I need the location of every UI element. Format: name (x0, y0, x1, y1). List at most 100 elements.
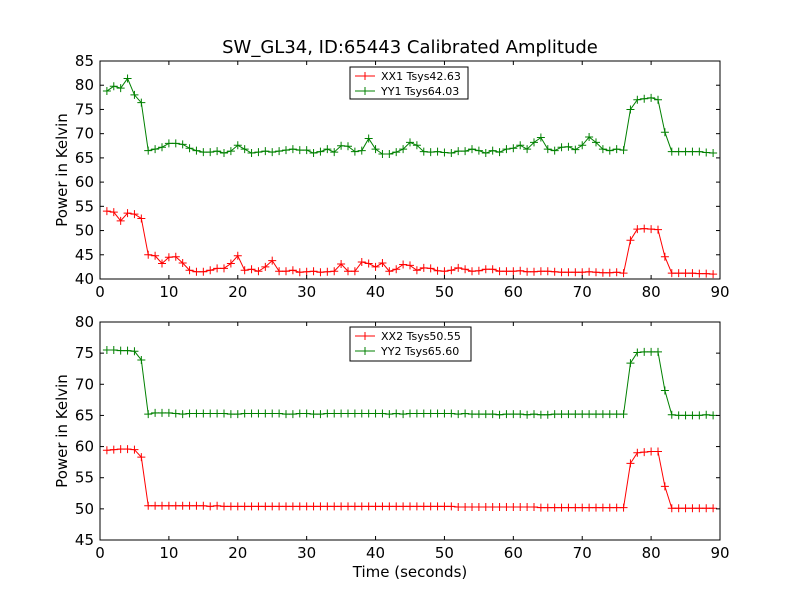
data-point (585, 133, 594, 142)
data-point (709, 270, 718, 279)
data-point (502, 410, 511, 419)
data-point (288, 410, 297, 419)
data-point (192, 146, 201, 155)
data-point (461, 265, 470, 274)
data-point (295, 268, 304, 277)
data-point (233, 410, 242, 419)
data-point (185, 144, 194, 153)
data-point (399, 260, 408, 269)
data-point (330, 148, 339, 157)
data-point (474, 502, 483, 511)
data-point (640, 94, 649, 103)
data-point (578, 141, 587, 150)
data-point (481, 265, 490, 274)
data-point (116, 445, 125, 454)
data-point (130, 445, 139, 454)
x-tick-label: 80 (642, 544, 661, 562)
data-point (275, 409, 284, 418)
data-point (288, 145, 297, 154)
data-point (578, 503, 587, 512)
x-tick-label: 60 (504, 283, 523, 301)
data-point (605, 268, 614, 277)
data-point (419, 502, 428, 511)
data-point (702, 410, 711, 419)
data-point (144, 250, 153, 259)
data-point (247, 502, 256, 511)
data-point (660, 128, 669, 137)
data-point (543, 410, 552, 419)
data-point (612, 145, 621, 154)
data-point (509, 502, 518, 511)
data-point (516, 502, 525, 511)
data-point (557, 143, 566, 152)
data-point (536, 267, 545, 276)
y-tick-label: 70 (75, 375, 94, 393)
data-point (598, 268, 607, 277)
data-point (357, 146, 366, 155)
data-point (516, 141, 525, 150)
data-point (509, 267, 518, 276)
data-point (474, 146, 483, 155)
data-point (247, 409, 256, 418)
data-point (295, 502, 304, 511)
data-point (564, 503, 573, 512)
x-tick-label: 70 (573, 283, 592, 301)
data-point (633, 448, 642, 457)
x-tick-label: 0 (95, 544, 105, 562)
data-point (233, 502, 242, 511)
data-point (178, 140, 187, 149)
data-point (516, 266, 525, 275)
data-point (364, 134, 373, 143)
data-point (495, 267, 504, 276)
data-point (440, 502, 449, 511)
data-point (137, 355, 146, 364)
y-tick-label: 50 (75, 500, 94, 518)
data-point (592, 138, 600, 147)
data-point (654, 95, 662, 104)
data-point (309, 267, 318, 276)
data-point (116, 216, 125, 225)
data-point (220, 502, 228, 511)
data-point (364, 502, 373, 511)
data-point (213, 409, 222, 418)
data-point (254, 148, 263, 157)
data-point (102, 446, 111, 455)
data-point (481, 149, 490, 158)
x-tick-label: 70 (573, 544, 592, 562)
data-point (344, 502, 352, 511)
data-point (288, 266, 297, 275)
data-point (654, 347, 662, 356)
y-tick-label: 60 (75, 438, 94, 456)
data-point (295, 409, 304, 418)
data-point (412, 141, 421, 150)
data-point (543, 267, 552, 276)
data-point (316, 410, 325, 419)
data-point (440, 148, 449, 157)
data-point (378, 502, 387, 511)
data-point (316, 502, 325, 511)
data-point (116, 84, 125, 93)
y-tick-label: 55 (75, 469, 94, 487)
y-tick-label: 80 (75, 313, 94, 331)
data-point (536, 503, 545, 512)
x-tick-label: 40 (366, 544, 385, 562)
data-point (123, 209, 132, 218)
data-point (461, 409, 470, 418)
data-point (474, 410, 483, 419)
data-point (674, 504, 683, 513)
data-point (392, 148, 401, 157)
data-point (447, 149, 456, 158)
data-point (323, 502, 332, 511)
data-point (247, 149, 256, 158)
data-point (530, 502, 538, 511)
data-point (592, 268, 600, 277)
data-point (509, 144, 518, 153)
data-point (564, 268, 573, 277)
data-point (626, 459, 635, 468)
data-point (240, 409, 249, 418)
data-point (426, 502, 435, 511)
data-point (137, 453, 146, 462)
data-point (151, 501, 160, 510)
data-point (171, 501, 180, 510)
data-point (323, 267, 332, 276)
